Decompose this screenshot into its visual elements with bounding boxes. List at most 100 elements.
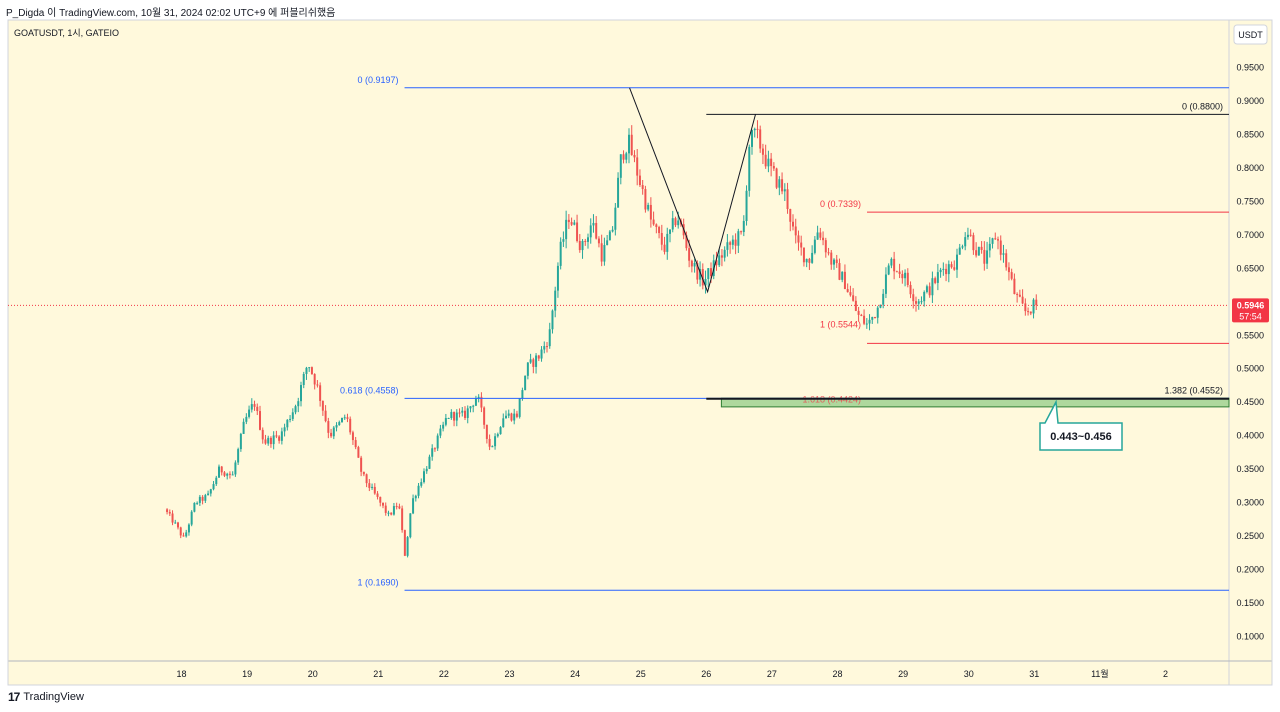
candle [915, 296, 918, 312]
candle-body [622, 154, 625, 160]
candle [1029, 311, 1032, 316]
candle-body [895, 271, 898, 273]
candle-body [250, 404, 253, 410]
candle-body [256, 406, 259, 412]
candle-body [778, 179, 781, 188]
candle-body [218, 466, 221, 478]
candle-body [483, 407, 486, 425]
candle [704, 270, 707, 294]
candle [860, 313, 863, 317]
candle-body [874, 316, 877, 318]
candle-body [767, 158, 770, 167]
candle-body [1018, 294, 1021, 297]
candle [945, 263, 948, 282]
candle [603, 237, 606, 266]
candle-body [242, 421, 245, 434]
candle-body [193, 502, 196, 512]
candle-body [688, 248, 691, 261]
candle-body [901, 273, 904, 279]
candle [234, 460, 237, 477]
tradingview-footer[interactable]: 17 TradingView [8, 690, 84, 704]
candle-body [379, 496, 382, 503]
candle [737, 228, 740, 254]
candle-body [915, 301, 918, 304]
candle [800, 235, 803, 256]
candle [986, 241, 989, 269]
candle [570, 217, 573, 226]
candle-body [433, 448, 436, 450]
candle-body [589, 225, 592, 238]
candle-body [332, 427, 335, 437]
candle [513, 408, 516, 425]
candle [991, 237, 994, 249]
candle-body [729, 242, 732, 245]
candle [466, 405, 469, 424]
candle [242, 418, 245, 435]
candle [248, 405, 251, 419]
fib-red-level-label: 0 (0.7339) [820, 199, 861, 209]
candle [578, 234, 581, 253]
candle [1027, 307, 1030, 316]
candle [302, 371, 305, 389]
candle-body [269, 437, 272, 445]
candle [551, 309, 554, 334]
currency-button[interactable]: USDT [1233, 24, 1268, 45]
candle-body [690, 260, 693, 267]
candle-body [884, 274, 887, 294]
candle [901, 270, 904, 284]
fib-blue-level-label: 0.618 (0.4558) [340, 385, 399, 395]
candle [994, 232, 997, 240]
candle-body [505, 415, 508, 419]
candle-body [431, 448, 434, 457]
last-price-value: 0.5946 [1237, 300, 1265, 310]
candle [433, 447, 436, 452]
candle [269, 436, 272, 448]
candle-body [1010, 272, 1013, 279]
candle [999, 235, 1002, 261]
candle-body [925, 286, 928, 293]
candle-body [980, 246, 983, 250]
candle-body [261, 429, 264, 440]
candle-body [731, 239, 734, 245]
candle-body [742, 221, 745, 233]
candle [425, 466, 428, 474]
candle [975, 242, 978, 258]
candle-body [308, 367, 311, 369]
candle [409, 513, 412, 539]
candle-body [887, 265, 890, 275]
candle-body [390, 512, 393, 515]
candle [187, 523, 190, 536]
candle-body [510, 413, 513, 421]
candle [436, 433, 439, 451]
candle [751, 129, 754, 155]
candle-body [185, 532, 188, 537]
candle-body [179, 527, 182, 536]
candle-body [220, 466, 223, 473]
candle-body [619, 154, 622, 178]
candle [581, 239, 584, 259]
candlestick-series [166, 120, 1038, 558]
candle [920, 296, 923, 305]
candle [956, 248, 959, 278]
candle-body [947, 264, 950, 275]
candle-body [909, 284, 912, 295]
candle-body [592, 222, 595, 226]
candle [652, 211, 655, 226]
candle-body [442, 424, 445, 429]
candle-body [177, 522, 180, 528]
candle [882, 289, 885, 309]
bar-countdown: 57:54 [1239, 311, 1262, 321]
candle [403, 529, 406, 557]
candle [218, 464, 221, 478]
candle-body [294, 406, 297, 413]
candle-body [1024, 303, 1027, 312]
candle [1035, 294, 1038, 311]
publish-info: P_Digda 이 TradingView.com, 10월 31, 2024 … [6, 8, 336, 19]
candle [321, 400, 324, 416]
candle [1007, 262, 1010, 281]
candle-body [608, 231, 611, 241]
candle [368, 479, 371, 492]
candle [849, 285, 852, 297]
candle-body [860, 314, 863, 316]
